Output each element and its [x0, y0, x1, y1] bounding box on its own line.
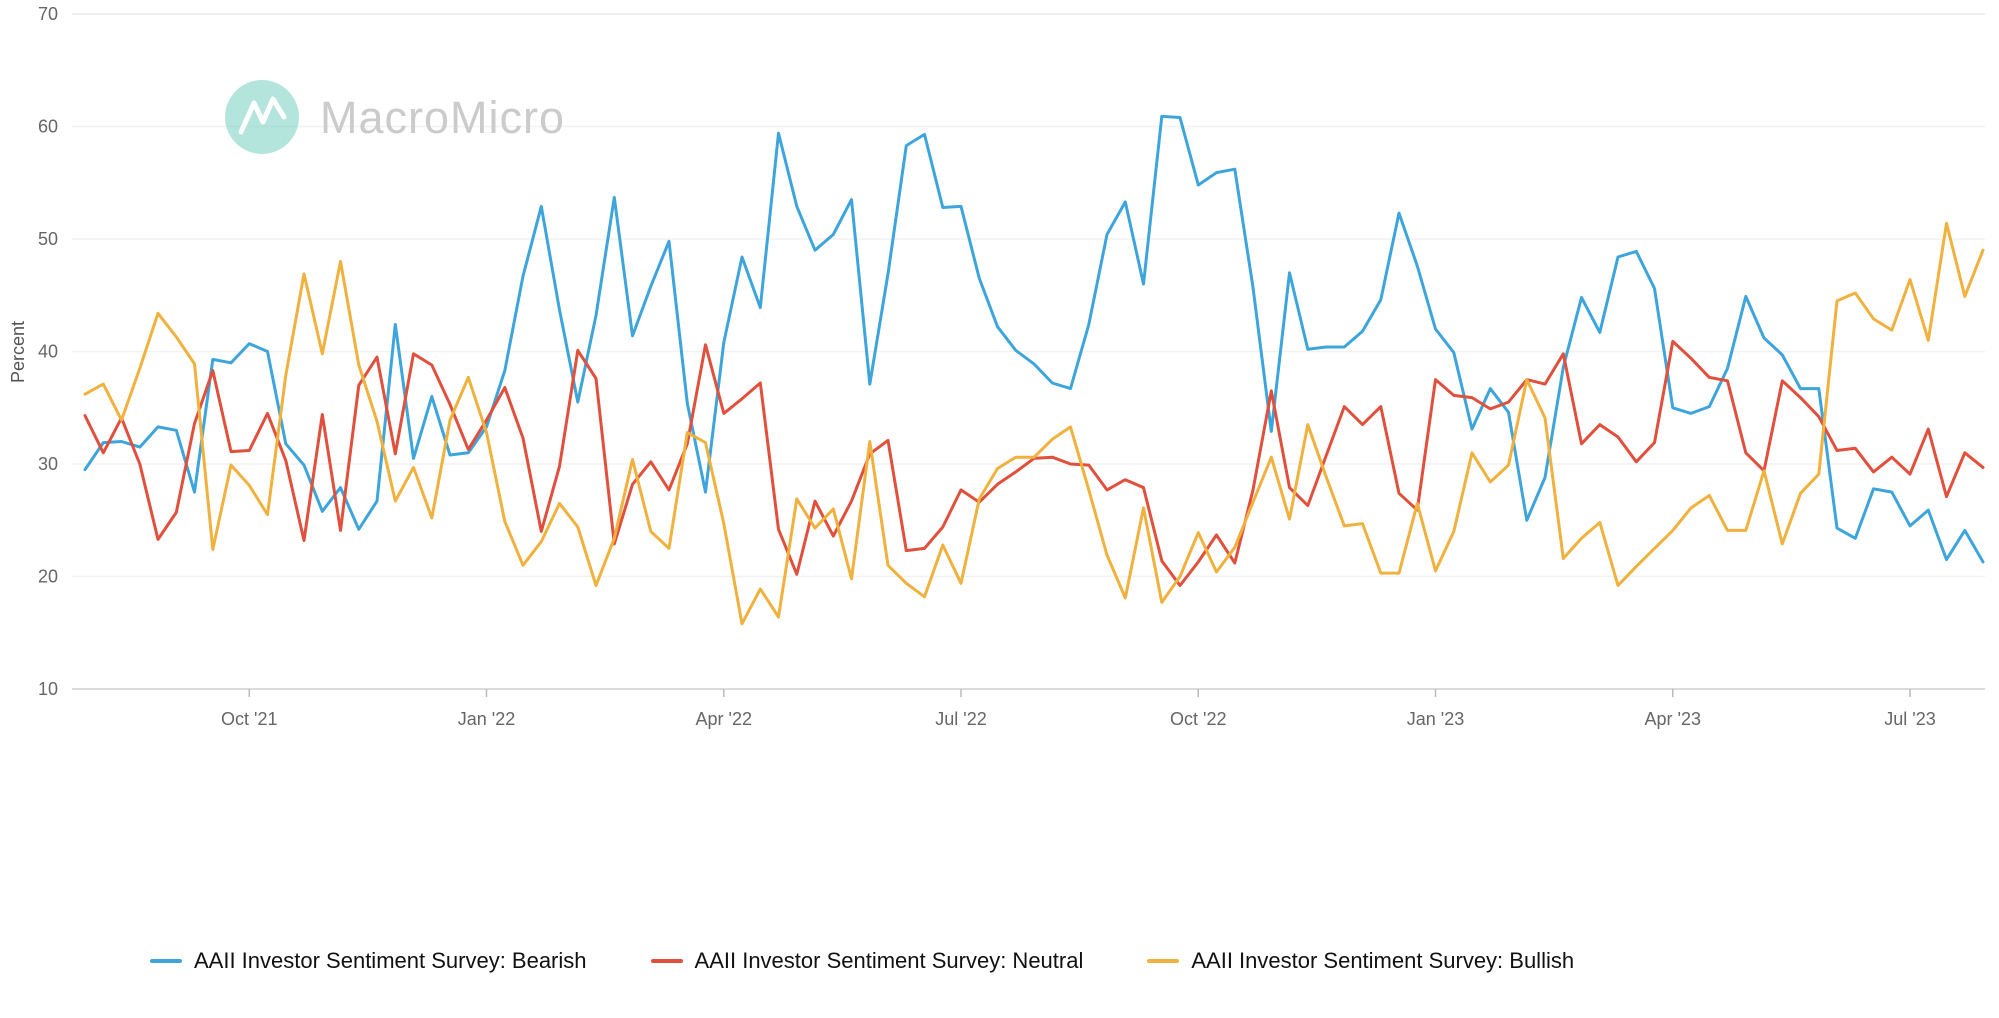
- watermark-brand-text: MacroMicro: [320, 92, 565, 143]
- svg-text:Jan '23: Jan '23: [1407, 709, 1464, 729]
- svg-text:Apr '22: Apr '22: [696, 709, 752, 729]
- svg-text:Apr '23: Apr '23: [1645, 709, 1701, 729]
- y-axis-title: Percent: [8, 321, 28, 383]
- legend-label-bullish: AAII Investor Sentiment Survey: Bullish: [1191, 948, 1575, 973]
- svg-text:30: 30: [38, 454, 58, 474]
- svg-text:40: 40: [38, 342, 58, 362]
- svg-text:Oct '22: Oct '22: [1170, 709, 1226, 729]
- y-axis-tick-labels: 10 20 30 40 50 60 70: [38, 4, 58, 699]
- svg-text:Oct '21: Oct '21: [221, 709, 277, 729]
- legend-item-bearish[interactable]: AAII Investor Sentiment Survey: Bearish: [150, 948, 587, 974]
- svg-text:20: 20: [38, 567, 58, 587]
- legend-label-bearish: AAII Investor Sentiment Survey: Bearish: [194, 948, 587, 973]
- svg-text:10: 10: [38, 679, 58, 699]
- svg-text:70: 70: [38, 4, 58, 24]
- svg-text:Jul '23: Jul '23: [1884, 709, 1935, 729]
- legend-label-neutral: AAII Investor Sentiment Survey: Neutral: [694, 948, 1084, 973]
- legend-item-neutral[interactable]: AAII Investor Sentiment Survey: Neutral: [650, 948, 1084, 974]
- series-lines: [83, 114, 1985, 626]
- svg-text:50: 50: [38, 229, 58, 249]
- neutral-line-swatch-icon: [650, 959, 683, 963]
- x-axis-tick-labels: Oct '21 Jan '22 Apr '22 Jul '22 Oct '22 Jan '…: [221, 689, 1936, 729]
- bullish-line-swatch-icon: [1147, 959, 1180, 963]
- svg-text:60: 60: [38, 117, 58, 137]
- bearish-line-swatch-icon: [150, 959, 182, 963]
- macromicro-watermark: MacroMicro: [225, 80, 565, 154]
- svg-text:Jul '22: Jul '22: [935, 709, 986, 729]
- chart-legend: AAII Investor Sentiment Survey: Bearish …: [150, 948, 1574, 974]
- svg-text:Jan '22: Jan '22: [458, 709, 515, 729]
- macromicro-logo-line-icon: [238, 96, 287, 135]
- legend-item-bullish[interactable]: AAII Investor Sentiment Survey: Bullish: [1147, 948, 1574, 974]
